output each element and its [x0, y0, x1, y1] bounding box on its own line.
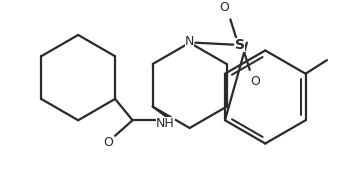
Text: O: O [220, 1, 230, 14]
Text: O: O [251, 75, 261, 88]
Text: O: O [104, 136, 113, 149]
Text: N: N [185, 35, 194, 48]
Text: S: S [235, 38, 245, 52]
Text: NH: NH [156, 117, 175, 130]
